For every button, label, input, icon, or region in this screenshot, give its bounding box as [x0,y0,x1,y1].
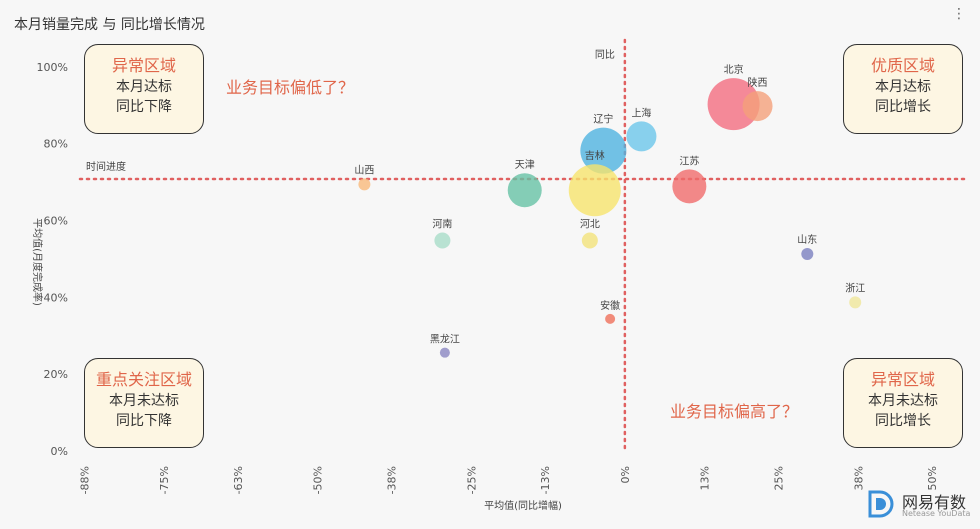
y-axis: 0% 20% 40% 60% 80% 100% [37,61,68,458]
logo-subtitle: Netease YouData [902,509,971,518]
point-label: 山西 [354,164,374,176]
quadrant-bottom-left: 重点关注区域 本月未达标 同比下降 [84,358,204,448]
point-label: 吉林 [585,149,605,162]
point-label: 北京 [724,63,744,76]
brand-logo: 网易有数 Netease YouData [866,489,976,521]
more-vertical-icon[interactable]: ⋮ [952,6,966,22]
x-tick-label: 25% [772,466,785,490]
ref-line-time-label: 时间进度 [86,160,126,173]
x-tick-label: 38% [852,466,865,490]
logo-name: 网易有数 [902,493,967,512]
quadrant-line: 同比下降 [116,99,172,115]
data-points [358,78,862,358]
bubble-point[interactable] [742,91,773,122]
quadrant-top-left: 异常区域 本月达标 同比下降 [84,44,204,134]
point-label: 山东 [797,233,817,246]
bubble-point[interactable] [707,78,760,131]
quadrant-line: 同比增长 [875,413,931,429]
ref-line-yoy-label: 同比 [595,49,615,61]
bubble-point[interactable] [507,173,542,208]
point-label: 河南 [432,218,452,231]
chart-title: 本月销量完成 与 同比增长情况 [14,17,205,33]
point-label: 江苏 [679,154,699,167]
y-tick-label: 20% [44,368,68,381]
note-low-target: 业务目标偏低了？ [226,78,355,97]
y-tick-label: 80% [44,138,68,151]
x-tick-label: 13% [699,466,712,490]
quadrant-bottom-right: 异常区域 本月未达标 同比增长 [843,358,963,448]
x-axis: -88% -75% -63% -50% -38% -25% -13% 0% 13% 25% 38% 5… [78,466,939,494]
quadrant-line: 同比增长 [875,99,931,115]
y-tick-label: 40% [44,291,68,304]
bubble-point[interactable] [605,313,616,324]
bubble-point[interactable] [439,347,450,358]
quadrant-line: 本月未达标 [868,393,938,409]
x-tick-label: -50% [312,466,325,494]
quadrant-line: 本月达标 [116,79,172,95]
x-tick-label: -38% [385,466,398,494]
quadrant-heading: 重点关注区域 [95,370,192,389]
quadrant-heading: 异常区域 [111,56,176,75]
quadrant-line: 本月达标 [875,79,931,95]
bubble-point[interactable] [626,121,657,152]
quadrant-line: 本月未达标 [109,393,179,409]
bubble-point[interactable] [358,178,371,191]
x-axis-title: 平均值(同比增幅) [484,499,562,512]
bubble-point[interactable] [434,232,451,249]
point-label: 河北 [580,219,600,231]
point-label: 黑龙江 [430,333,460,346]
quadrant-line: 同比下降 [116,413,172,429]
x-tick-label: 50% [926,466,939,490]
y-tick-label: 60% [44,215,68,228]
point-label: 陕西 [748,76,768,89]
quadrant-heading: 优质区域 [870,56,935,75]
point-label: 安徽 [600,299,620,312]
y-tick-label: 100% [37,61,68,74]
bubble-point[interactable] [581,232,598,249]
x-tick-label: -25% [465,466,478,494]
x-tick-label: 0% [619,466,632,483]
quadrant-top-right: 优质区域 本月达标 同比增长 [843,44,963,134]
point-label: 浙江 [845,282,865,294]
x-tick-label: -75% [158,466,171,494]
y-axis-title: 平均值(月度完成率) [31,218,44,306]
point-label: 上海 [631,106,651,119]
x-tick-label: -63% [232,466,245,494]
y-tick-label: 0% [51,445,68,458]
logo-icon [868,490,894,518]
x-tick-label: -88% [78,466,91,494]
point-label: 天津 [515,159,535,171]
point-label: 辽宁 [593,113,613,126]
bubble-point[interactable] [849,296,862,309]
x-tick-label: -13% [539,466,552,494]
bubble-point[interactable] [568,164,621,217]
bubble-point[interactable] [580,127,627,174]
quadrant-heading: 异常区域 [870,370,935,389]
bubble-point[interactable] [672,169,707,204]
bubble-point[interactable] [801,247,814,260]
note-high-target: 业务目标偏高了？ [670,402,799,421]
